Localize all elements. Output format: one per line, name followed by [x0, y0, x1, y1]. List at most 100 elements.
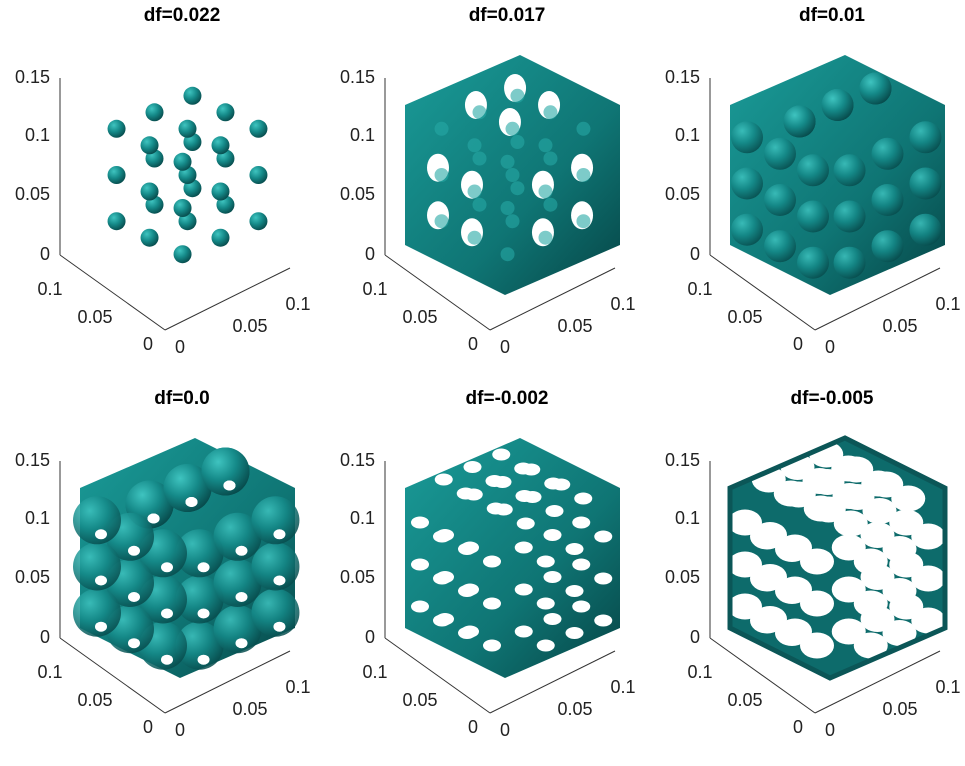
pore [882, 620, 917, 646]
pore [565, 627, 584, 639]
x-tick-label: 0.05 [557, 699, 592, 719]
bulge [731, 167, 763, 200]
pore [831, 455, 866, 482]
bulge [833, 246, 866, 279]
pore [514, 583, 533, 596]
node [510, 88, 525, 103]
pore [463, 461, 482, 473]
y-tick-label: 0.05 [77, 307, 112, 327]
y-tick-label: 0.1 [37, 279, 62, 299]
y-axis [384, 254, 491, 331]
x-tick-label: 0.1 [610, 294, 635, 314]
pore [514, 541, 533, 554]
pore [594, 530, 613, 543]
z-tick-label: 0.05 [340, 567, 375, 587]
pore [853, 632, 888, 659]
pore [514, 625, 533, 638]
x-axis [164, 650, 291, 714]
z-tick-label: 0.1 [350, 508, 375, 528]
pore [750, 607, 784, 634]
isosurface-blob [145, 103, 164, 122]
x-tick-label: 0 [825, 337, 835, 357]
bulge [783, 105, 816, 138]
pore [458, 585, 476, 597]
pore [161, 562, 173, 573]
pore [456, 487, 475, 500]
y-tick-label: 0.05 [402, 307, 437, 327]
y-tick-label: 0.1 [687, 662, 712, 682]
panel-title: df=0.0 [154, 388, 209, 409]
pore [545, 505, 564, 517]
isosurface-blob [249, 119, 268, 138]
pore [594, 614, 613, 627]
isosurface-blob [211, 228, 230, 247]
bulge [731, 121, 763, 154]
node [500, 247, 515, 262]
pore [775, 578, 809, 604]
x-tick-label: 0 [175, 337, 185, 357]
isosurface-blob [249, 212, 268, 231]
isosurface-blob [140, 182, 159, 201]
pore [433, 614, 451, 627]
z-tick-label: 0.05 [665, 184, 700, 204]
node [472, 105, 487, 120]
bulge [731, 213, 763, 246]
bulge [859, 72, 892, 105]
y-axis [709, 254, 816, 331]
pore [800, 590, 834, 617]
node [538, 184, 553, 199]
panel-title: df=0.022 [144, 5, 221, 26]
z-tick-label: 0.1 [675, 125, 700, 145]
bulge [909, 167, 942, 200]
edge [727, 435, 948, 681]
z-tick-label: 0 [690, 627, 700, 647]
pore [95, 575, 107, 586]
bulge [797, 200, 829, 233]
z-tick-label: 0.05 [15, 567, 50, 587]
node [538, 138, 553, 153]
node [576, 121, 591, 136]
pore [273, 575, 286, 586]
y-tick-label: 0 [793, 334, 803, 354]
pore [235, 545, 248, 556]
pore [572, 558, 591, 571]
z-tick-label: 0 [40, 627, 50, 647]
z-tick-label: 0.15 [340, 67, 375, 87]
y-axis [709, 637, 816, 714]
y-axis [384, 637, 491, 714]
pore [128, 592, 140, 602]
pore [434, 473, 453, 486]
node [500, 201, 515, 215]
node [434, 214, 449, 229]
x-axis [814, 267, 941, 331]
panel: df=0.0 0 0.05 0.1 0.15 0 0.05 0.1 0 0.05 0.1 [15, 388, 311, 740]
y-tick-label: 0.1 [362, 662, 387, 682]
x-tick-label: 0.1 [935, 294, 960, 314]
pore [911, 523, 946, 550]
y-tick-label: 0.05 [727, 690, 762, 710]
x-tick-label: 0 [500, 720, 510, 740]
bulge [213, 559, 262, 607]
isosurface-blob [107, 166, 126, 184]
isosurface-blob [211, 136, 230, 155]
x-tick-label: 0.05 [232, 316, 267, 336]
z-tick-label: 0.1 [25, 125, 50, 145]
isosurface-body [405, 438, 620, 678]
z-tick-label: 0.05 [15, 184, 50, 204]
node [472, 197, 487, 212]
pore [458, 543, 476, 555]
bulge [73, 588, 121, 637]
z-tick-label: 0 [40, 244, 50, 264]
node [467, 230, 482, 245]
pore [572, 516, 591, 529]
panel-title: df=-0.005 [791, 388, 874, 409]
bulge [213, 605, 262, 654]
isosurface-blob [216, 103, 235, 122]
panel: df=-0.005 0 0.05 0.1 0.15 0 0.05 0.1 0 0.05 0.1 [665, 388, 961, 740]
bulge [833, 200, 866, 233]
node [505, 168, 520, 182]
pore [516, 517, 535, 530]
pore [515, 490, 534, 502]
pore [161, 608, 173, 619]
